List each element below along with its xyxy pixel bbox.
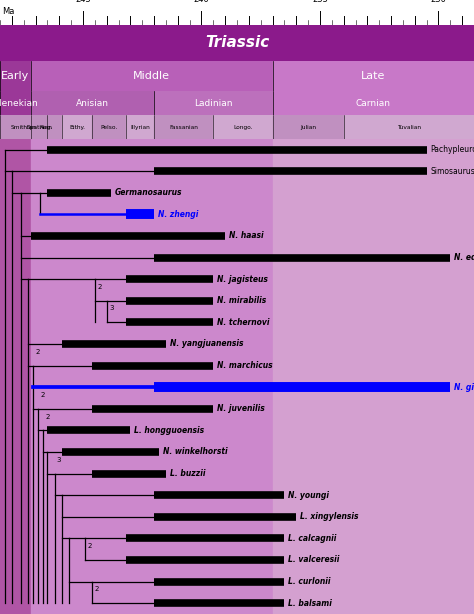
Text: 240: 240 [193, 0, 210, 4]
Bar [31, 91, 154, 115]
Bar [31, 115, 47, 139]
Text: L. hongguoensis: L. hongguoensis [134, 426, 204, 435]
Text: N. youngi: N. youngi [288, 491, 329, 500]
Text: 2: 2 [88, 543, 92, 549]
Text: Late: Late [361, 71, 385, 81]
Text: Aeg.: Aeg. [40, 125, 53, 130]
Text: Germanosaurus: Germanosaurus [115, 188, 182, 197]
Text: Bithy.: Bithy. [69, 125, 85, 130]
Text: L. buzzii: L. buzzii [170, 469, 205, 478]
Text: Smithian: Smithian [11, 125, 36, 130]
Text: L. balsami: L. balsami [288, 599, 332, 608]
Text: Pelso.: Pelso. [100, 125, 118, 130]
Text: Longo.: Longo. [233, 125, 253, 130]
Text: L. xingylensis: L. xingylensis [300, 512, 358, 521]
Text: N. tchernovi: N. tchernovi [217, 318, 270, 327]
Text: Anisian: Anisian [76, 99, 109, 107]
Text: L. valceresii: L. valceresii [288, 556, 339, 564]
Text: N. edingerae: N. edingerae [454, 253, 474, 262]
Text: Ma: Ma [2, 7, 15, 15]
Bar [273, 61, 474, 91]
Text: 235: 235 [312, 0, 328, 4]
Text: Early: Early [1, 71, 29, 81]
Bar [213, 115, 273, 139]
Bar [273, 139, 474, 614]
Bar [62, 115, 92, 139]
Bar [273, 91, 474, 115]
Text: Spathian: Spathian [26, 125, 52, 130]
Text: Middle: Middle [133, 71, 170, 81]
Text: N. marchicus: N. marchicus [217, 361, 273, 370]
Text: Fassanian: Fassanian [169, 125, 198, 130]
Text: 2: 2 [97, 284, 101, 290]
Text: N. yangjuanensis: N. yangjuanensis [170, 340, 243, 349]
Bar [154, 115, 213, 139]
Text: N. giganteus: N. giganteus [454, 383, 474, 392]
Text: Ladinian: Ladinian [194, 99, 233, 107]
Text: N. juvenilis: N. juvenilis [217, 404, 265, 413]
Text: 230: 230 [430, 0, 447, 4]
Text: L. curlonii: L. curlonii [288, 577, 331, 586]
Text: Julian: Julian [300, 125, 316, 130]
Text: N. mirabilis: N. mirabilis [217, 297, 266, 305]
Bar [31, 139, 273, 614]
Bar [31, 115, 62, 139]
Text: 2: 2 [40, 392, 45, 398]
Text: N. zhengi: N. zhengi [158, 210, 198, 219]
Bar [154, 91, 273, 115]
Text: L. calcagnii: L. calcagnii [288, 534, 337, 543]
Text: N. jagisteus: N. jagisteus [217, 274, 268, 284]
Text: N. winkelhorsti: N. winkelhorsti [163, 448, 227, 456]
Bar [344, 115, 474, 139]
Text: N. haasi: N. haasi [229, 231, 264, 241]
Bar [92, 115, 126, 139]
Bar [0, 115, 47, 139]
Text: Simosaurus: Simosaurus [430, 166, 474, 176]
Bar [0, 91, 31, 115]
Text: Illyrian: Illyrian [130, 125, 150, 130]
Text: 2: 2 [36, 349, 40, 355]
Text: Triassic: Triassic [205, 36, 269, 50]
Text: 2: 2 [45, 413, 49, 419]
Text: 2: 2 [95, 586, 99, 593]
Text: 3: 3 [57, 457, 61, 463]
Text: Olenekian: Olenekian [0, 99, 38, 107]
Text: Tuvalian: Tuvalian [397, 125, 421, 130]
Text: 245: 245 [75, 0, 91, 4]
Bar [273, 115, 344, 139]
Text: Pachypleurosauria: Pachypleurosauria [430, 145, 474, 154]
Text: Carnian: Carnian [356, 99, 391, 107]
Bar [31, 61, 273, 91]
Bar [126, 115, 154, 139]
Bar [0, 61, 31, 91]
Text: 3: 3 [109, 306, 113, 311]
